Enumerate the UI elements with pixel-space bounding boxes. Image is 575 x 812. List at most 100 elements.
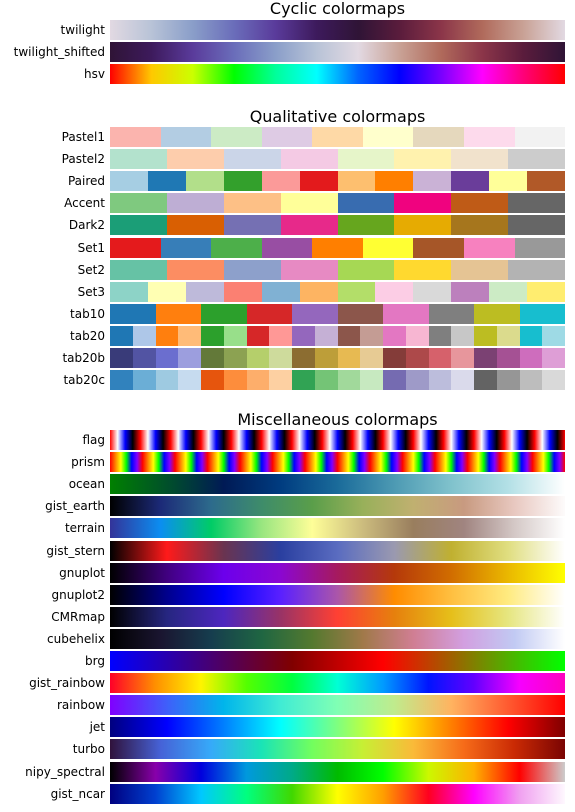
color-swatch <box>292 370 315 391</box>
color-swatch <box>314 325 338 346</box>
colormap-bar-jet <box>110 717 565 738</box>
color-swatch <box>405 348 429 368</box>
color-swatch <box>155 370 179 391</box>
colormap-bar-gist-stern <box>110 540 565 561</box>
color-swatch <box>394 193 452 214</box>
colormap-bar-nipy-spectral <box>110 761 565 782</box>
colormap-label-rainbow: rainbow <box>57 698 105 713</box>
color-swatch <box>496 325 520 346</box>
colormap-bar-ocean <box>110 474 565 495</box>
colormap-label-set2: Set2 <box>77 262 105 277</box>
colormap-label-gist-rainbow: gist_rainbow <box>29 676 105 691</box>
color-swatch <box>201 370 224 391</box>
color-swatch <box>110 348 133 368</box>
colormap-bar-hsv <box>110 64 565 85</box>
color-swatch <box>211 127 262 147</box>
color-swatch <box>269 325 292 346</box>
color-swatch <box>292 348 315 368</box>
color-swatch <box>223 370 247 391</box>
colormap-label-cmrmap: CMRmap <box>51 609 105 624</box>
color-swatch <box>489 171 528 192</box>
color-swatch <box>160 237 212 258</box>
color-swatch <box>299 171 338 192</box>
colormap-label-tab10: tab10 <box>70 306 105 321</box>
colormap-bar-pastel2 <box>110 149 565 170</box>
color-swatch <box>375 281 414 302</box>
color-swatch <box>261 237 313 258</box>
colormap-label-jet: jet <box>89 720 105 735</box>
colormap-bar-tab20 <box>110 325 565 346</box>
color-swatch <box>527 281 566 302</box>
color-swatch <box>489 281 528 302</box>
color-swatch <box>223 215 281 236</box>
color-swatch <box>463 127 515 147</box>
color-swatch <box>246 370 270 391</box>
color-swatch <box>360 348 383 368</box>
colormap-label-set3: Set3 <box>77 284 105 299</box>
colormap-bar-gnuplot <box>110 562 565 583</box>
color-swatch <box>413 127 464 147</box>
color-swatch <box>246 348 270 368</box>
colormap-bar-terrain <box>110 518 565 539</box>
colormap-label-pastel1: Pastel1 <box>61 130 105 144</box>
color-swatch <box>261 171 300 192</box>
color-swatch <box>519 348 543 368</box>
color-swatch <box>383 370 406 391</box>
color-swatch <box>337 259 395 280</box>
color-swatch <box>166 215 224 236</box>
color-swatch <box>110 237 161 258</box>
color-swatch <box>383 325 406 346</box>
color-swatch <box>337 281 376 302</box>
color-swatch <box>132 348 156 368</box>
color-swatch <box>312 237 363 258</box>
color-swatch <box>508 259 565 280</box>
colormap-bar-set1 <box>110 237 566 258</box>
color-swatch <box>166 259 224 280</box>
colormap-bar-gist-ncar <box>110 783 565 804</box>
color-swatch <box>508 193 565 214</box>
color-swatch <box>110 281 148 302</box>
colormap-label-dark2: Dark2 <box>68 218 105 233</box>
color-swatch <box>474 303 520 324</box>
color-swatch <box>474 348 497 368</box>
color-swatch <box>280 215 338 236</box>
color-swatch <box>132 325 156 346</box>
color-swatch <box>299 281 338 302</box>
colormap-bar-cubehelix <box>110 628 565 649</box>
color-swatch <box>246 303 292 324</box>
color-swatch <box>383 303 429 324</box>
color-swatch <box>110 325 133 346</box>
color-swatch <box>147 281 186 302</box>
colormap-label-gist-ncar: gist_ncar <box>50 786 105 801</box>
color-swatch <box>360 325 383 346</box>
color-swatch <box>428 370 452 391</box>
color-swatch <box>155 348 179 368</box>
colormap-bar-brg <box>110 651 565 671</box>
color-swatch <box>514 127 566 147</box>
color-swatch <box>110 303 156 324</box>
colormap-bar-gnuplot2 <box>110 584 565 605</box>
colormap-bar-gist-rainbow <box>110 673 565 694</box>
colormap-label-brg: brg <box>85 654 105 668</box>
color-swatch <box>527 171 566 192</box>
color-swatch <box>160 127 212 147</box>
colormap-label-hsv: hsv <box>84 67 105 82</box>
colormap-label-tab20c: tab20c <box>63 373 105 388</box>
color-swatch <box>178 348 201 368</box>
color-swatch <box>110 149 167 170</box>
color-swatch <box>474 370 497 391</box>
color-swatch <box>519 325 543 346</box>
colormap-label-paired: Paired <box>67 174 105 189</box>
colormap-bar-tab20c <box>110 370 565 391</box>
colormap-label-terrain: terrain <box>64 521 105 536</box>
color-swatch <box>223 149 281 170</box>
color-swatch <box>337 149 395 170</box>
color-swatch <box>405 370 429 391</box>
color-swatch <box>269 348 292 368</box>
color-swatch <box>155 325 179 346</box>
color-swatch <box>337 370 361 391</box>
colormap-label-flag: flag <box>82 433 105 447</box>
color-swatch <box>337 171 376 192</box>
color-swatch <box>201 348 224 368</box>
color-swatch <box>362 127 414 147</box>
